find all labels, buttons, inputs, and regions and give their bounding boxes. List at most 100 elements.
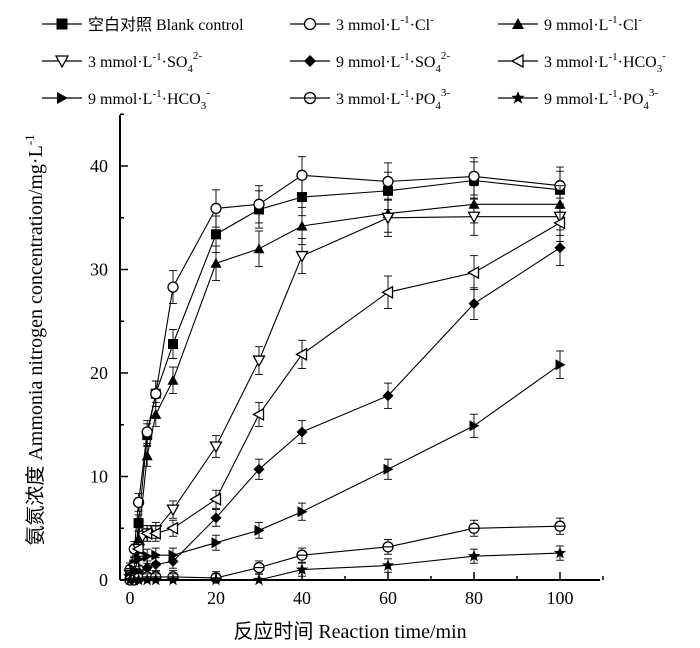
marker-triangle-right (151, 549, 162, 561)
marker-circle-crossed (303, 91, 317, 105)
marker-triangle-left (209, 492, 222, 506)
marker-diamond (304, 55, 316, 67)
marker-circle (167, 281, 179, 293)
x-tick-label: 60 (379, 588, 397, 608)
series-8 (124, 517, 566, 586)
legend-item-7: 9 mmol·L-1·HCO3- (42, 87, 210, 112)
marker-diamond (296, 426, 308, 438)
marker-triangle-left (148, 526, 161, 541)
series-line (129, 203, 560, 578)
legend-label: 3 mmol·L-1·Cl- (336, 14, 434, 34)
marker-diamond (554, 242, 566, 254)
series-line (129, 216, 560, 576)
marker-triangle-right (168, 549, 179, 561)
legend-item-4: 3 mmol·L-1·SO42- (42, 50, 202, 75)
marker-triangle-right (297, 506, 308, 518)
marker-circle (150, 388, 162, 400)
legend-label: 空白对照 Blank control (88, 16, 244, 34)
marker-triangle-right (555, 359, 566, 371)
x-tick-label: 0 (126, 588, 135, 608)
marker-star (511, 91, 525, 104)
marker-circle-crossed (554, 520, 566, 532)
series-line (129, 174, 561, 570)
y-tick-label: 20 (90, 363, 108, 383)
plot-area (123, 156, 567, 586)
marker-triangle-up (167, 374, 179, 385)
legend-item-2: 3 mmol·L-1·Cl- (290, 14, 434, 34)
marker-circle (296, 169, 308, 181)
marker-triangle-up (150, 408, 162, 419)
x-tick-label: 40 (293, 588, 311, 608)
marker-circle (468, 170, 480, 183)
marker-circle (303, 17, 317, 31)
marker-circle (253, 198, 265, 210)
marker-triangle-left (252, 407, 265, 421)
legend-item-6: 3 mmol·L-1·HCO3- (498, 50, 666, 75)
x-tick-label: 20 (207, 588, 225, 608)
marker-triangle-up (253, 243, 265, 254)
marker-diamond (382, 390, 394, 402)
series-line (129, 364, 561, 578)
legend-label: 3 mmol·L-1·PO43- (336, 87, 450, 112)
marker-triangle-right (254, 524, 265, 536)
marker-circle-crossed (468, 522, 480, 534)
marker-star (553, 546, 567, 559)
series-2 (124, 156, 566, 577)
legend: 空白对照 Blank control 3 mmol·L-1·Cl- 9 mmol·L… (42, 14, 666, 112)
legend-item-1: 空白对照 Blank control (42, 16, 244, 34)
legend-label: 3 mmol·L-1·SO42- (88, 50, 202, 75)
legend-label: 9 mmol·L-1·PO43- (544, 87, 658, 112)
marker-circle (382, 175, 394, 188)
marker-triangle-up (210, 257, 222, 268)
x-axis-label: 反应时间 Reaction time/min (233, 620, 466, 643)
marker-star (467, 549, 481, 562)
marker-triangle-down (295, 250, 309, 263)
series-7 (125, 350, 566, 583)
marker-triangle-right (134, 553, 145, 565)
marker-circle (210, 202, 222, 215)
legend-label: 3 mmol·L-1·HCO3- (544, 50, 666, 75)
y-axis-label: 氨氮浓度 Ammonia nitrogen concentration/mg·L… (22, 134, 47, 545)
marker-triangle-left (553, 216, 566, 230)
y-tick-label: 30 (90, 260, 108, 280)
marker-triangle-right (129, 564, 140, 576)
legend-label: 9 mmol·L-1·HCO3- (88, 87, 210, 112)
y-tick-label: 40 (90, 156, 108, 176)
marker-triangle-right (57, 92, 68, 104)
series-1 (125, 161, 565, 581)
marker-triangle-left (510, 53, 524, 69)
marker-triangle-left (381, 285, 394, 299)
x-tick-label: 100 (547, 588, 574, 608)
marker-triangle-up (141, 450, 153, 461)
marker-circle (132, 496, 145, 509)
marker-diamond (210, 512, 222, 524)
marker-triangle-right (211, 537, 222, 549)
marker-circle-crossed (296, 549, 308, 561)
series-3 (124, 185, 566, 582)
marker-circle-crossed (253, 561, 265, 574)
marker-triangle-up (296, 220, 308, 231)
x-tick-label: 80 (465, 588, 483, 608)
marker-diamond (468, 298, 480, 310)
marker-triangle-down (54, 55, 70, 69)
legend-item-3: 9 mmol·L-1·Cl- (498, 14, 642, 34)
marker-triangle-down (209, 441, 223, 454)
svg-text:氨氮浓度 Ammonia nitrogen concentr: 氨氮浓度 Ammonia nitrogen concentration/mg·L… (22, 134, 47, 545)
marker-star (295, 563, 309, 575)
legend-label: 9 mmol·L-1·SO42- (336, 50, 450, 75)
axes: 0 10 20 30 40 0 20 40 60 80 100 (90, 113, 604, 608)
marker-diamond (150, 558, 162, 570)
legend-item-5: 9 mmol·L-1·SO42- (290, 50, 450, 75)
marker-triangle-up (512, 18, 524, 29)
marker-triangle-up (133, 533, 145, 544)
marker-triangle-down (166, 504, 180, 517)
marker-triangle-down (381, 212, 395, 225)
marker-square (133, 518, 144, 529)
marker-triangle-right (142, 550, 153, 562)
series-line (129, 179, 561, 576)
marker-triangle-right (469, 420, 480, 432)
legend-item-8: 3 mmol·L-1·PO43- (290, 87, 450, 112)
marker-square (56, 18, 68, 30)
series-line (130, 552, 561, 581)
